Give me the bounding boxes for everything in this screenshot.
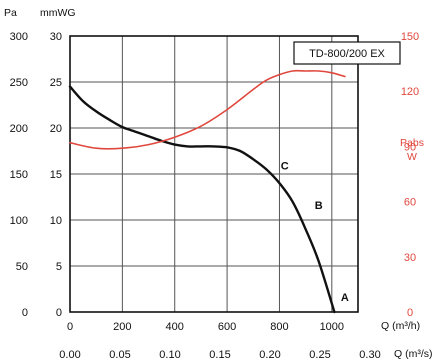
x-tick-m3h: 400	[166, 321, 184, 333]
model-label: TD-800/200 EX	[309, 48, 385, 60]
operating-point-labels: C B A	[281, 160, 349, 304]
y-tick-mmwg: 30	[50, 31, 62, 43]
x-tick-m3s: 0.10	[159, 349, 180, 361]
y-tick-mmwg: 15	[50, 169, 62, 181]
x-tick-m3h: 800	[270, 321, 288, 333]
y-tick-mmwg: 5	[56, 261, 62, 273]
pressure-curve	[68, 85, 336, 314]
y-tick-power: 90	[404, 141, 416, 153]
y-tick-power: 30	[404, 252, 416, 264]
model-label-box: TD-800/200 EX	[293, 41, 401, 65]
x-tick-m3h: 200	[113, 321, 131, 333]
y-tick-mmwg: 10	[50, 215, 62, 227]
axis-ticks: 0 200 400 600 800 100005010015020025030005101…	[10, 31, 420, 361]
operating-point-c: C	[281, 160, 289, 172]
y-tick-power: 60	[404, 197, 416, 209]
y-tick-power: 150	[401, 31, 419, 43]
x-tick-m3s: 0.25	[309, 349, 330, 361]
y-tick-power: 0	[407, 307, 413, 319]
power-curve	[69, 69, 346, 150]
x-tick-m3s: 0.30	[359, 349, 380, 361]
y-tick-pa: 200	[10, 123, 28, 135]
y-tick-mmwg: 20	[50, 123, 62, 135]
x-tick-m3s: 0.15	[209, 349, 230, 361]
series	[68, 69, 346, 314]
operating-point-a: A	[341, 292, 349, 304]
pressure-unit-pa: Pa	[4, 7, 17, 19]
flow-axis-m3h-label: Q (m³/h)	[381, 320, 420, 332]
y-tick-pa: 150	[10, 169, 28, 181]
x-tick-m3s: 0.20	[259, 349, 280, 361]
x-tick-m3s: 0.00	[59, 349, 80, 361]
grid	[69, 35, 358, 313]
x-tick-m3s: 0.05	[109, 349, 130, 361]
x-tick-m3h: 1000	[320, 321, 344, 333]
x-tick-m3h: 600	[218, 321, 236, 333]
plot-frame	[69, 35, 359, 313]
y-tick-power: 120	[401, 86, 419, 98]
y-tick-pa: 300	[10, 31, 28, 43]
pressure-unit-mmwg: mmWG	[40, 7, 76, 19]
power-axis-label: Pabs	[400, 137, 424, 149]
y-tick-pa: 0	[22, 307, 28, 319]
y-tick-mmwg: 25	[50, 77, 62, 89]
y-tick-pa: 250	[10, 77, 28, 89]
power-axis-unit: W	[407, 151, 417, 163]
x-tick-m3h: 0	[67, 321, 73, 333]
y-tick-mmwg: 0	[56, 307, 62, 319]
y-tick-pa: 100	[10, 215, 28, 227]
y-tick-pa: 50	[16, 261, 28, 273]
flow-axis-m3s-label: Q (m³/s)	[394, 348, 433, 360]
operating-point-b: B	[315, 200, 323, 212]
